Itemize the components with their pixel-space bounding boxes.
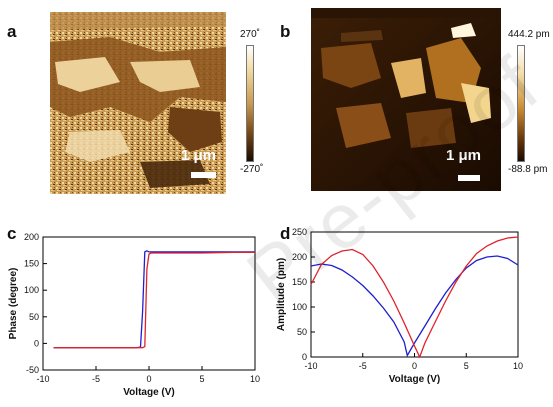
panel-b-colorbar-max: 444.2 pm — [508, 29, 550, 40]
y-tick-label: -50 — [26, 365, 39, 375]
panel-b-colorbar — [517, 45, 525, 162]
x-tick-label: 0 — [146, 374, 151, 384]
panel-a-colorbar — [246, 45, 254, 162]
blue-series-line — [53, 250, 255, 349]
x-tick-label: 5 — [199, 374, 204, 384]
x-axis-label: Voltage (V) — [123, 387, 174, 398]
x-tick-label: -5 — [92, 374, 100, 384]
blue-series-line — [310, 255, 519, 358]
y-axis-label: Amplitude (pm) — [276, 258, 287, 331]
panel-b-letter: b — [280, 22, 291, 41]
red-series-line — [53, 251, 255, 349]
x-tick-label: -10 — [304, 361, 317, 371]
y-tick-label: 150 — [24, 259, 39, 269]
x-tick-label: 0 — [412, 361, 417, 371]
afm-phase-image — [50, 12, 226, 194]
y-tick-label: 50 — [297, 327, 307, 337]
x-tick-label: -5 — [359, 361, 367, 371]
y-tick-label: 150 — [292, 277, 307, 287]
panel-d-letter: d — [280, 224, 291, 243]
afm-height-image — [311, 8, 501, 191]
y-tick-label: 200 — [24, 232, 39, 242]
panel-a-letter: a — [7, 22, 17, 41]
y-tick-label: 0 — [302, 352, 307, 362]
x-tick-label: 5 — [464, 361, 469, 371]
panel-c-letter: c — [7, 224, 17, 243]
panel-b-scalebar-label: 1 μm — [446, 147, 482, 164]
y-tick-label: 100 — [24, 285, 39, 295]
x-tick-label: -10 — [36, 374, 49, 384]
panel-a-scalebar — [191, 172, 216, 178]
panel-a-scalebar-label: 1 μm — [181, 147, 217, 164]
red-series-line — [310, 236, 519, 359]
panel-b-scalebar — [458, 175, 480, 181]
y-tick-label: 50 — [29, 312, 39, 322]
panel-b-colorbar-min: -88.8 pm — [508, 164, 548, 175]
x-axis-label: Voltage (V) — [389, 374, 440, 385]
x-tick-label: 10 — [513, 361, 523, 371]
y-tick-label: 200 — [292, 252, 307, 262]
y-axis-label: Phase (degree) — [8, 268, 19, 340]
y-tick-label: 250 — [292, 227, 307, 237]
x-tick-label: 10 — [250, 374, 260, 384]
panel-a-colorbar-min: -270˚ — [240, 164, 264, 175]
y-tick-label: 100 — [292, 302, 307, 312]
panel-a-colorbar-max: 270˚ — [240, 29, 261, 40]
y-tick-label: 0 — [34, 338, 39, 348]
